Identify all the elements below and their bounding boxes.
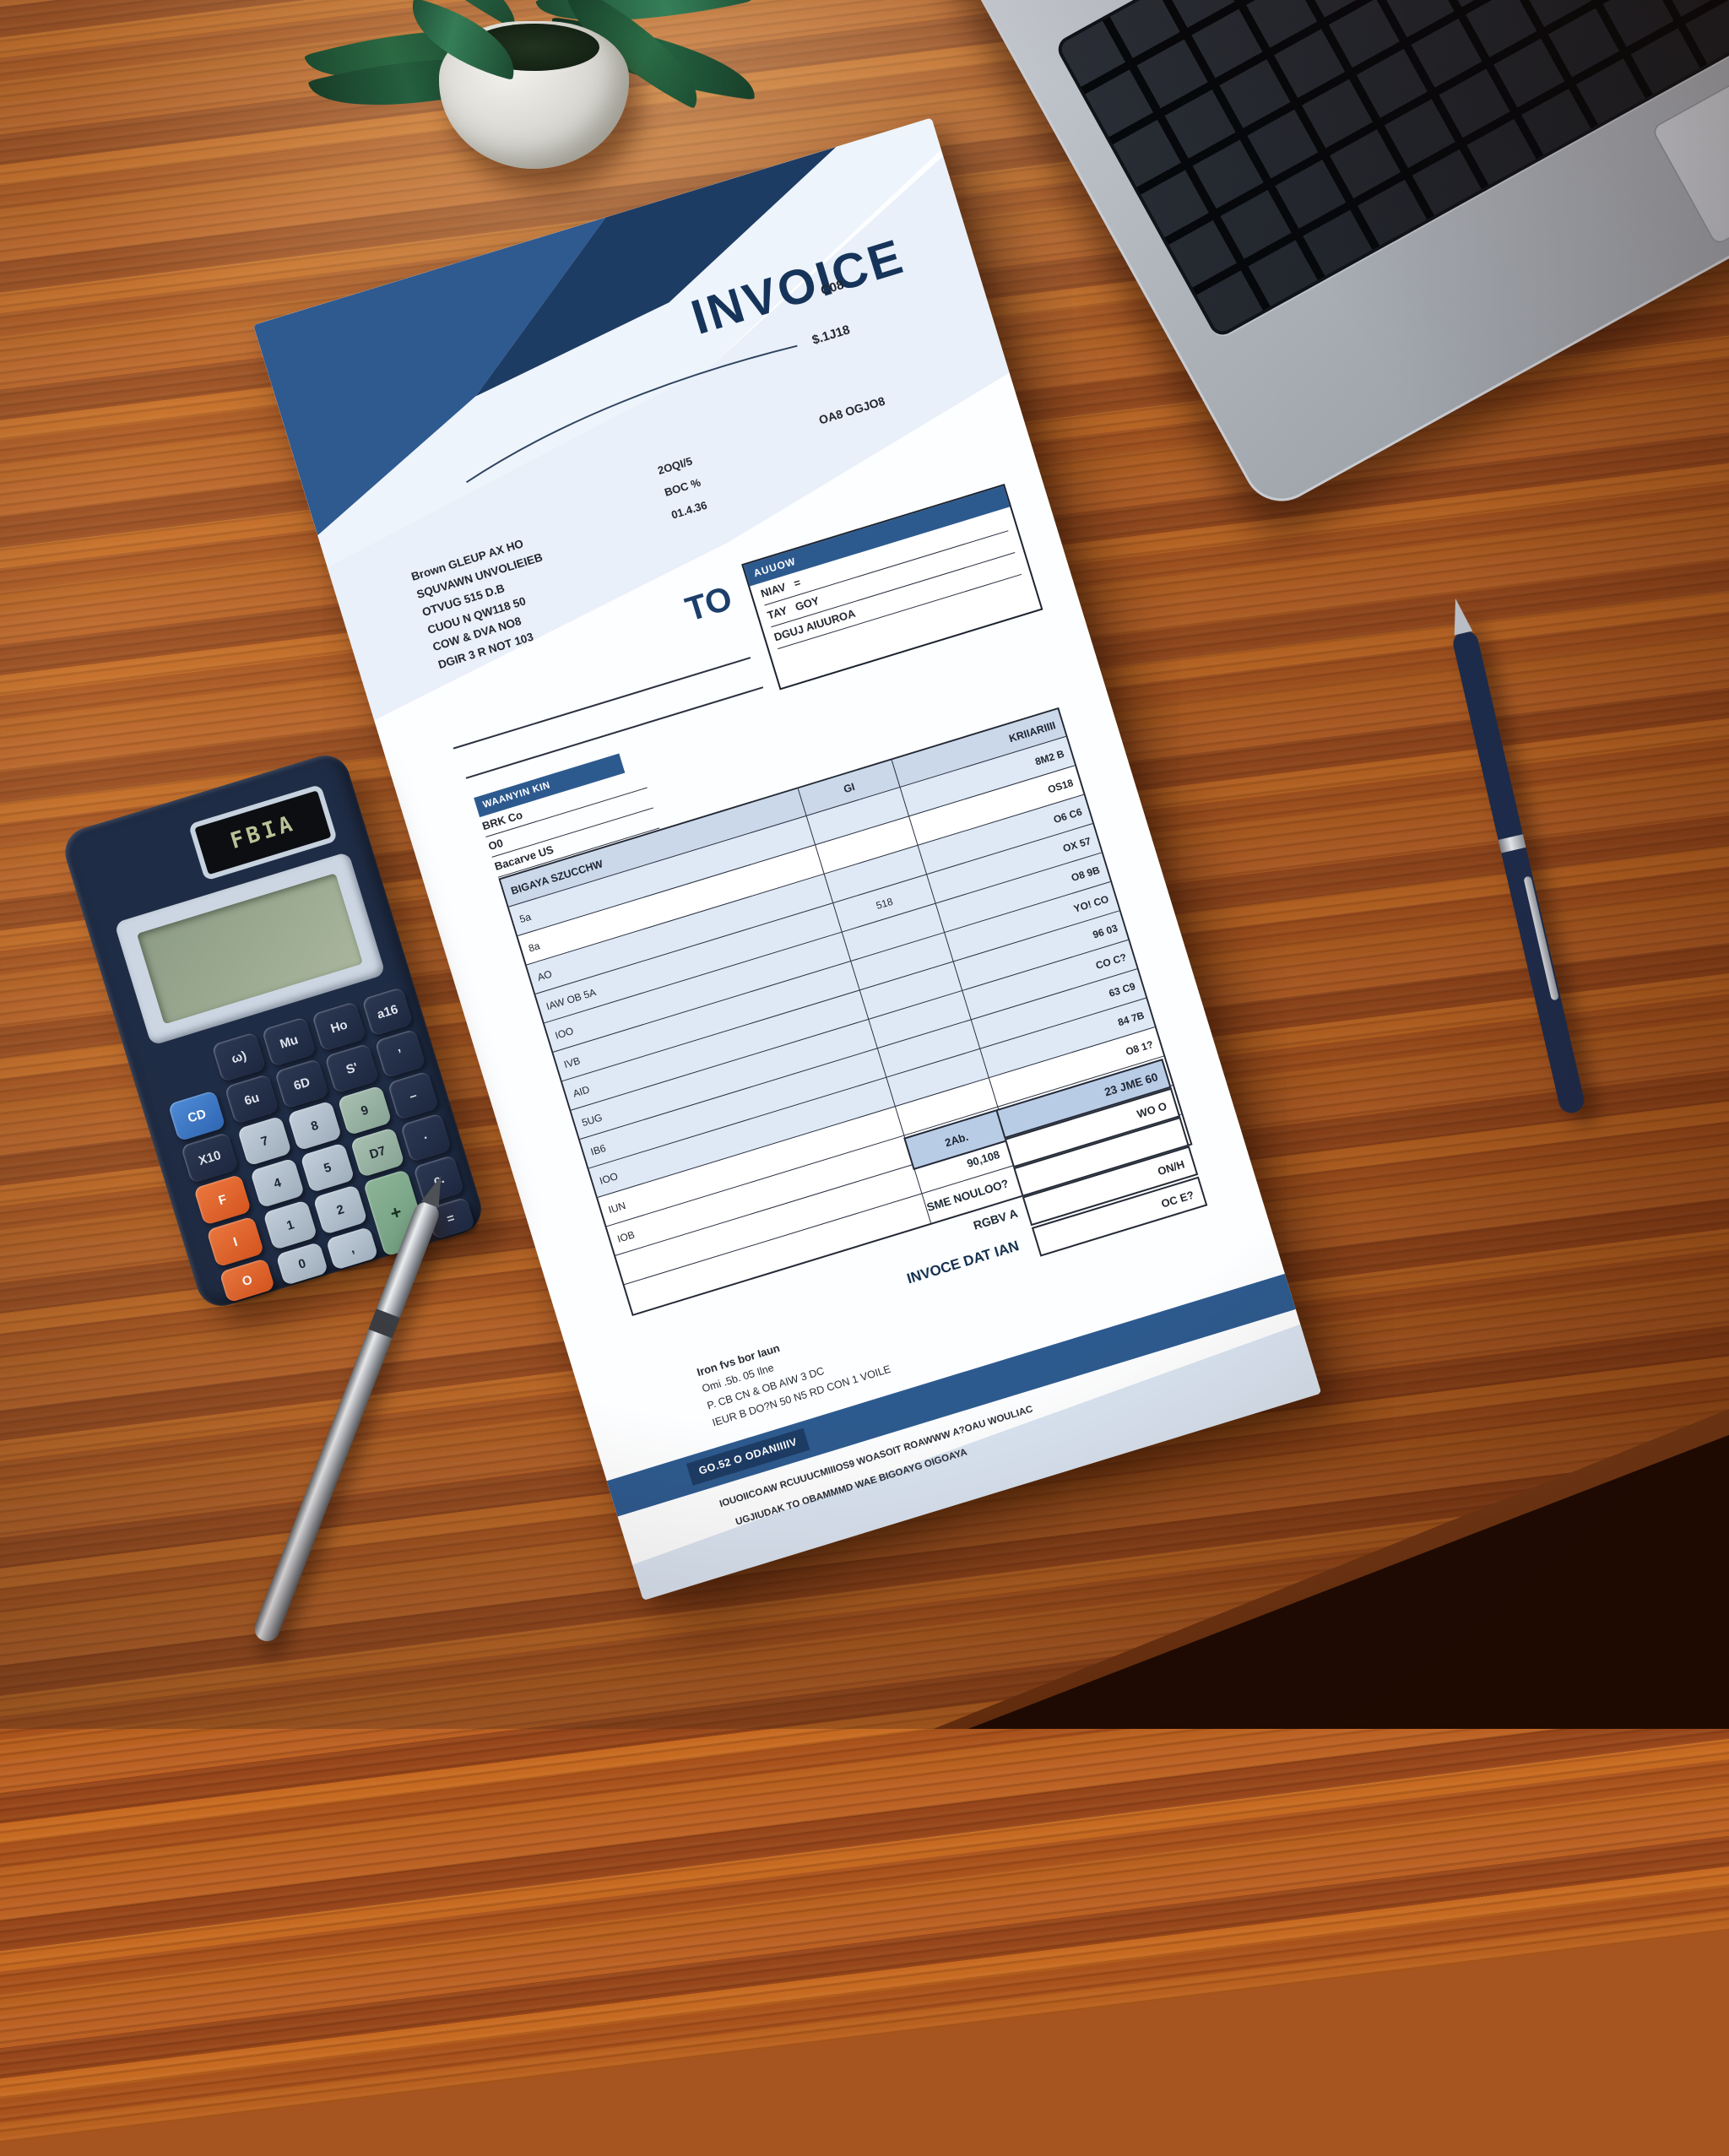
calc-key: S' <box>324 1043 380 1094</box>
calc-key: 4 <box>250 1157 306 1209</box>
calc-key: D7 <box>350 1127 405 1178</box>
calc-key: ω) <box>211 1032 267 1083</box>
calc-key: a16 <box>361 987 414 1037</box>
calc-key: · <box>399 1113 453 1162</box>
calc-key: 8 <box>287 1100 343 1151</box>
calc-key: I <box>206 1216 265 1268</box>
calculator-lcd-screen <box>136 873 363 1025</box>
calc-key: X10 <box>180 1132 239 1184</box>
calc-key: 7 <box>236 1115 292 1167</box>
calc-key: ’ <box>374 1028 426 1079</box>
calc-key: F <box>193 1173 252 1226</box>
plant <box>304 0 762 203</box>
to-label: TO <box>681 579 737 629</box>
calc-key: 2 <box>312 1184 368 1235</box>
calc-key: Mu <box>261 1016 317 1067</box>
bill-to-box: AUUOW NIAV = TAY GOY DGUJ AIUUROA <box>741 484 1043 691</box>
title-swoosh <box>465 344 798 484</box>
calc-key: 6u <box>224 1074 279 1124</box>
calc-key: CD <box>167 1090 226 1142</box>
calc-key: Ho <box>312 1001 367 1052</box>
laptop-keyboard <box>1053 0 1729 340</box>
calc-key: 1 <box>263 1200 318 1250</box>
calc-key: 6D <box>274 1058 330 1109</box>
calc-key: 5 <box>300 1142 355 1194</box>
invoice-paper: INVOICE C08 $.1J18 OA8 OGJO8 2OQI/5 BOC … <box>253 117 1322 1601</box>
calc-key: 9 <box>337 1085 393 1136</box>
calc-key: – <box>387 1070 439 1121</box>
